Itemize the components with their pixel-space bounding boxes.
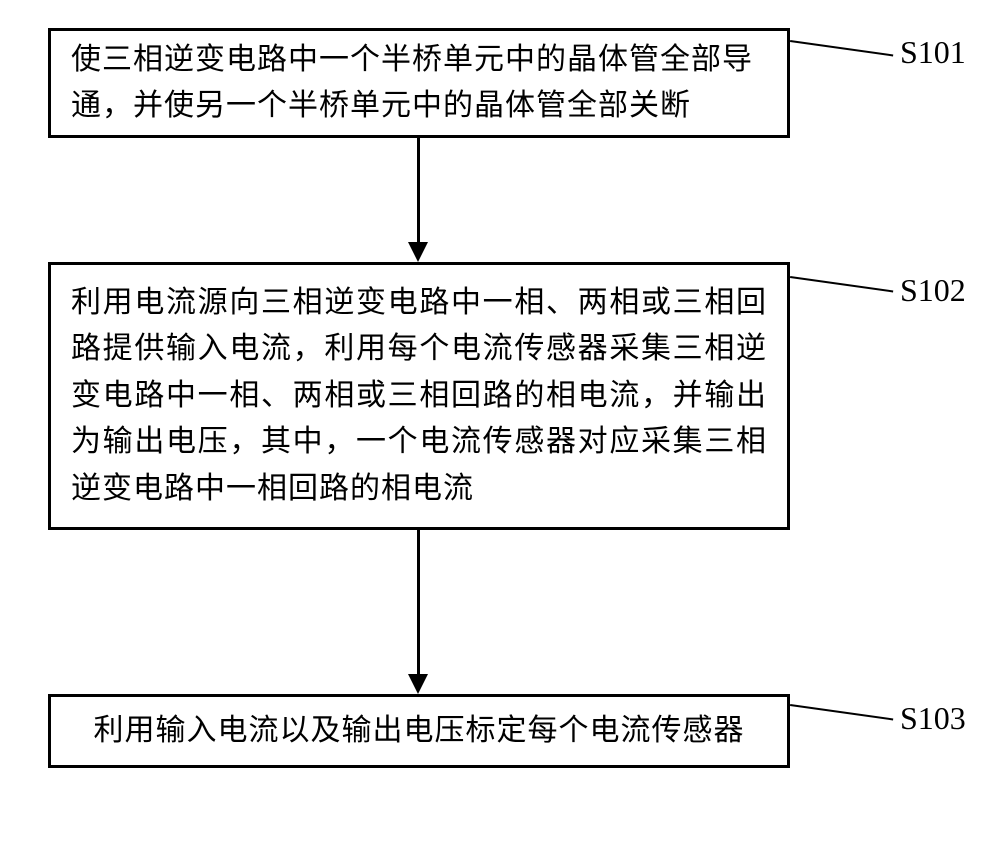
leader-line-s103	[790, 704, 893, 720]
arrow-head-icon	[408, 674, 428, 694]
node-text: 利用输入电流以及输出电压标定每个电流传感器	[94, 708, 745, 755]
node-text: 使三相逆变电路中一个半桥单元中的晶体管全部导通，并使另一个半桥单元中的晶体管全部…	[71, 37, 767, 130]
step-label-s101: S101	[900, 34, 966, 71]
flowchart-node-s101: 使三相逆变电路中一个半桥单元中的晶体管全部导通，并使另一个半桥单元中的晶体管全部…	[48, 28, 790, 138]
step-label-s103: S103	[900, 700, 966, 737]
step-label-s102: S102	[900, 272, 966, 309]
flowchart-node-s102: 利用电流源向三相逆变电路中一相、两相或三相回路提供输入电流，利用每个电流传感器采…	[48, 262, 790, 530]
arrow-head-icon	[408, 242, 428, 262]
flowchart-node-s103: 利用输入电流以及输出电压标定每个电流传感器	[48, 694, 790, 768]
edge-s102-s103	[417, 530, 420, 674]
edge-s101-s102	[417, 138, 420, 242]
node-text-content: 利用电流源向三相逆变电路中一相、两相或三相回路提供输入电流，利用每个电流传感器采…	[71, 286, 767, 505]
leader-line-s101	[790, 40, 893, 56]
flowchart-canvas: 使三相逆变电路中一个半桥单元中的晶体管全部导通，并使另一个半桥单元中的晶体管全部…	[0, 0, 1000, 859]
leader-line-s102	[790, 276, 893, 292]
node-text: 利用电流源向三相逆变电路中一相、两相或三相回路提供输入电流，利用每个电流传感器采…	[71, 280, 767, 513]
